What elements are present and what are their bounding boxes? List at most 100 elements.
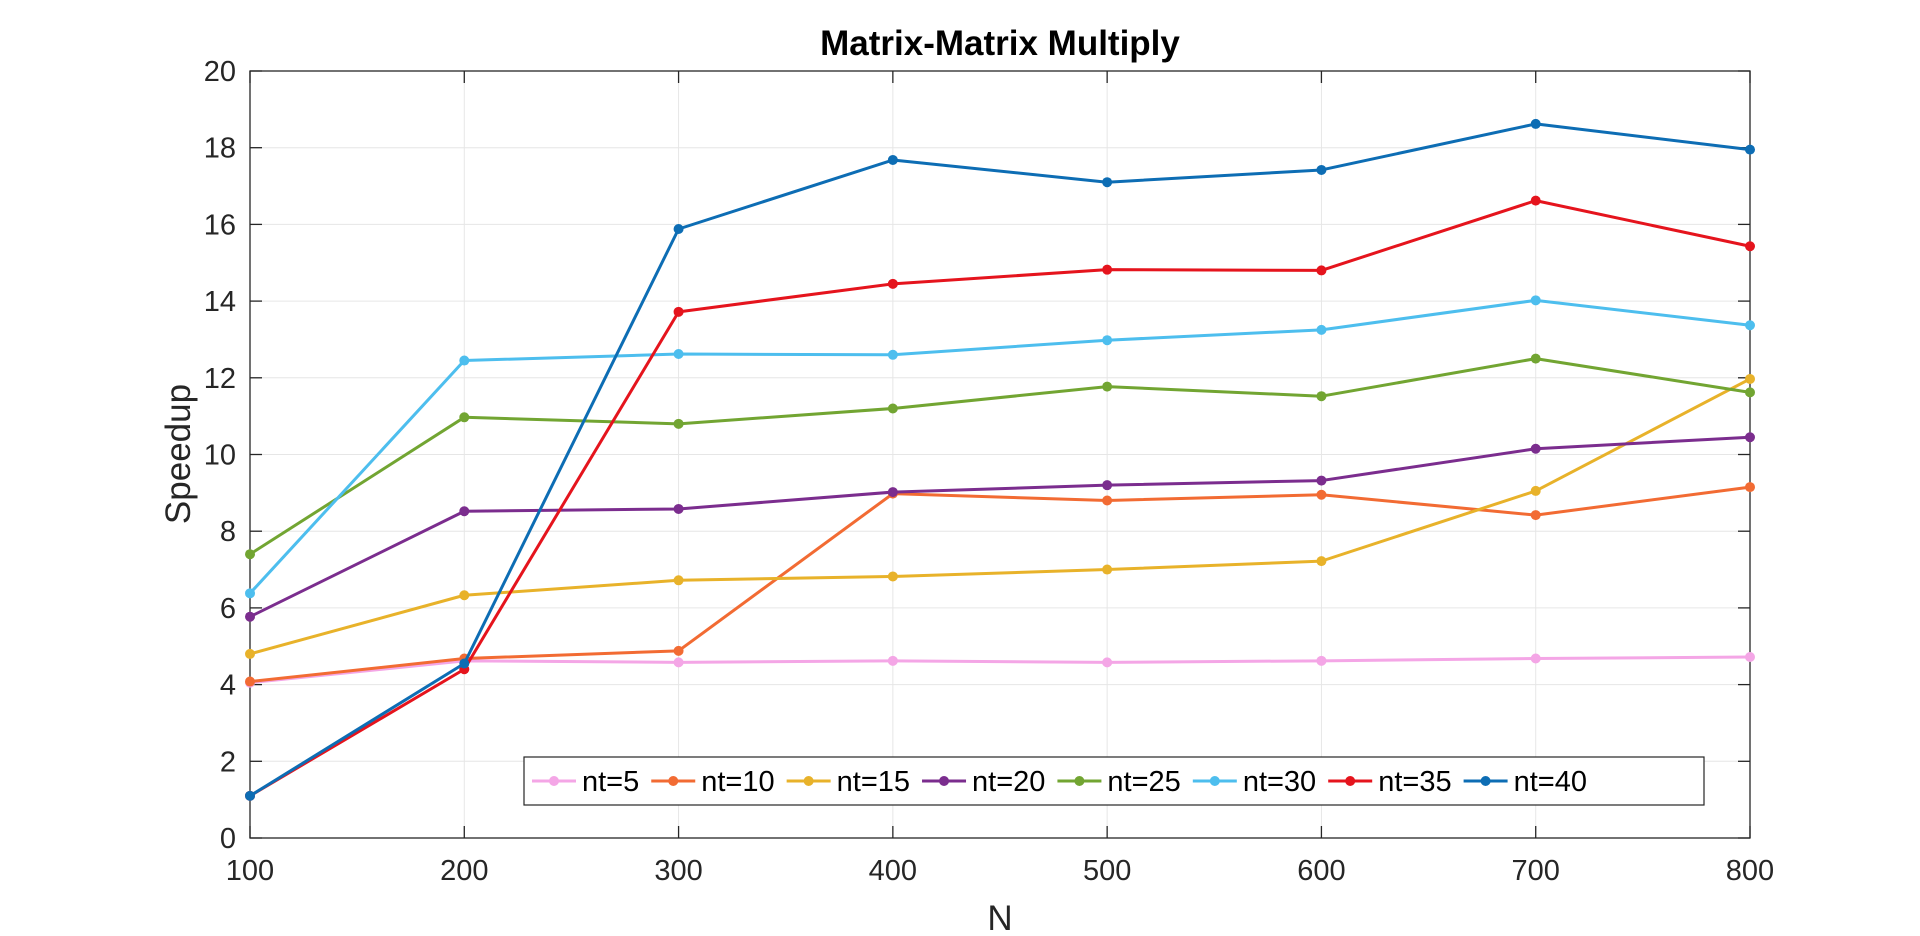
- data-point: [1102, 480, 1113, 491]
- legend-label: nt=25: [1107, 766, 1180, 798]
- y-tick-label: 16: [204, 209, 236, 241]
- data-point: [1102, 264, 1113, 275]
- grid-layer: [249, 70, 1751, 839]
- y-tick-label: 14: [204, 286, 236, 318]
- data-point: [1745, 432, 1755, 443]
- data-point: [1530, 118, 1541, 129]
- series-line: [249, 435, 1751, 619]
- data-point: [1102, 657, 1113, 668]
- data-point: [1316, 556, 1327, 567]
- x-tick-label: 500: [1083, 855, 1131, 887]
- data-point: [887, 487, 898, 498]
- x-tick-label: 800: [1726, 855, 1774, 887]
- x-tick-label: 400: [869, 855, 917, 887]
- series-line: [249, 199, 1751, 798]
- data-point: [459, 355, 470, 366]
- legend-swatch-marker: [668, 776, 679, 786]
- x-tick-label: 700: [1512, 855, 1560, 887]
- legend-item: nt=20: [922, 766, 1045, 798]
- data-point: [1316, 391, 1327, 402]
- data-point: [1530, 653, 1541, 664]
- series-nt-30: [245, 295, 1755, 599]
- legend-item: nt=25: [1057, 766, 1181, 798]
- legend-swatch-marker: [1345, 776, 1356, 786]
- y-tick-label: 20: [204, 56, 236, 88]
- legend-swatch-marker: [803, 776, 814, 786]
- data-point: [1316, 164, 1327, 175]
- y-axis-label: Speedup: [159, 384, 198, 524]
- series-line: [249, 655, 1751, 685]
- data-point: [1745, 482, 1755, 493]
- legend-label: nt=35: [1378, 766, 1451, 798]
- chart-title: Matrix-Matrix Multiply: [820, 24, 1180, 63]
- series-line: [249, 485, 1751, 684]
- y-tick-label: 2: [220, 746, 236, 778]
- data-point: [1316, 265, 1327, 276]
- legend-label: nt=30: [1243, 766, 1316, 798]
- data-point: [1745, 651, 1755, 662]
- y-tick-label: 10: [204, 440, 236, 472]
- data-point: [1316, 324, 1327, 335]
- legend-label: nt=20: [972, 766, 1045, 798]
- series-line: [249, 377, 1751, 656]
- y-tick-label: 0: [220, 823, 236, 855]
- legend-item: nt=15: [786, 766, 910, 798]
- data-point: [245, 648, 255, 659]
- data-point: [459, 590, 470, 601]
- series-nt-20: [245, 432, 1755, 622]
- data-point: [887, 278, 898, 289]
- x-tick-label: 200: [440, 855, 488, 887]
- tick-layer: 100 200 300 400 500 600 700 800 0 2 4 6 8 10 12 14 16 18 2…: [204, 56, 1774, 887]
- data-point: [245, 588, 255, 599]
- data-point: [1102, 381, 1113, 392]
- data-point: [1316, 655, 1327, 666]
- data-point: [1745, 144, 1755, 155]
- data-point: [1316, 489, 1327, 500]
- data-point: [673, 306, 684, 317]
- legend-item: nt=30: [1192, 766, 1316, 798]
- data-point: [1530, 510, 1541, 521]
- data-point: [1316, 475, 1327, 486]
- x-axis-label: N: [987, 899, 1012, 936]
- data-point: [887, 571, 898, 582]
- data-point: [673, 418, 684, 429]
- data-point: [245, 676, 255, 687]
- data-point: [887, 403, 898, 414]
- data-point: [673, 224, 684, 235]
- legend-item: nt=35: [1328, 766, 1452, 798]
- data-point: [673, 575, 684, 586]
- data-point: [1102, 495, 1113, 506]
- data-point: [673, 645, 684, 656]
- legend-swatch-marker: [1480, 776, 1491, 786]
- data-point: [887, 154, 898, 165]
- data-point: [1530, 195, 1541, 206]
- data-point: [1102, 335, 1113, 346]
- legend-item: nt=5: [532, 766, 639, 798]
- legend-label: nt=15: [837, 766, 910, 798]
- data-point: [1102, 564, 1113, 575]
- data-point: [673, 657, 684, 668]
- data-point: [887, 655, 898, 666]
- data-point: [1745, 320, 1755, 331]
- legend-swatch-marker: [939, 776, 950, 786]
- legend-item: nt=10: [651, 766, 775, 798]
- series-nt-40: [245, 118, 1755, 801]
- y-tick-label: 6: [220, 593, 236, 625]
- data-point: [459, 506, 470, 517]
- series-line: [248, 298, 1751, 595]
- data-point: [245, 790, 255, 801]
- data-point: [1745, 241, 1755, 252]
- series-nt-25: [245, 353, 1755, 560]
- series-layer: [245, 118, 1755, 801]
- y-tick-label: 12: [204, 363, 236, 395]
- data-point: [673, 349, 684, 360]
- series-line: [249, 122, 1751, 798]
- legend-swatch-marker: [1074, 776, 1085, 786]
- x-tick-label: 600: [1297, 855, 1345, 887]
- data-point: [1530, 443, 1541, 454]
- data-point: [245, 549, 255, 560]
- legend-label: nt=40: [1514, 766, 1587, 798]
- y-tick-label: 4: [220, 670, 236, 702]
